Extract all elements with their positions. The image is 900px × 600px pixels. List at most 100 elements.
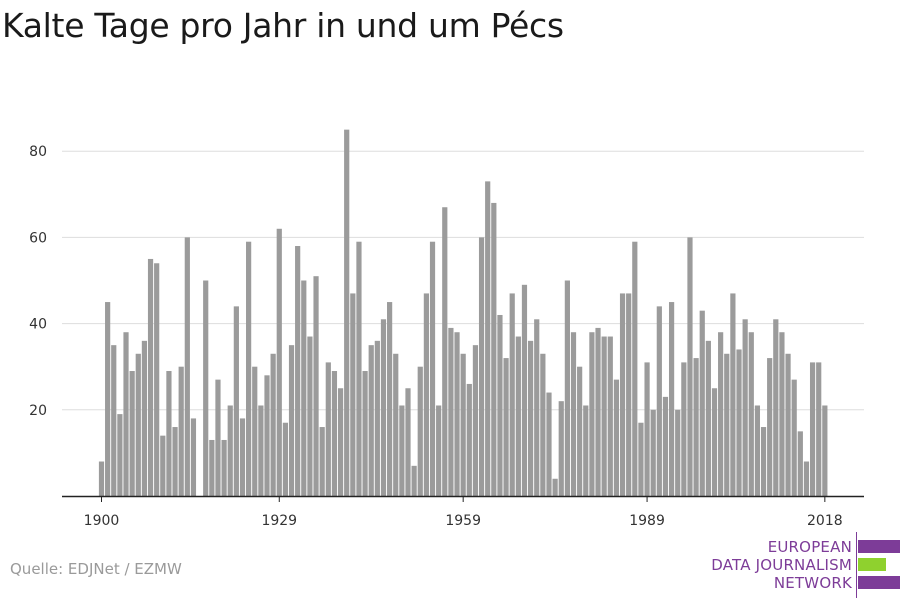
bar-1980 <box>589 332 595 496</box>
bar-1906 <box>135 353 141 496</box>
bar-2013 <box>791 379 797 496</box>
x-tick-label-1929: 1929 <box>261 513 297 529</box>
logo-divider <box>856 532 857 598</box>
bar-1955 <box>436 405 442 496</box>
x-tick-label-1989: 1989 <box>629 513 665 529</box>
bar-2000 <box>711 388 718 496</box>
bar-1949 <box>399 405 405 496</box>
bar-1932 <box>295 246 301 496</box>
bar-1969 <box>521 284 528 496</box>
bar-1990 <box>650 409 656 496</box>
bar-1994 <box>675 409 681 496</box>
bar-1998 <box>699 310 705 496</box>
bar-1961 <box>472 345 479 496</box>
bar-1912 <box>172 427 178 496</box>
logo-text-network: NETWORK <box>773 574 852 592</box>
bar-1966 <box>503 358 509 496</box>
bar-2015 <box>803 461 810 496</box>
bar-1986 <box>626 293 632 496</box>
bar-1948 <box>393 353 399 496</box>
bar-1974 <box>552 478 558 496</box>
bar-1917 <box>203 280 209 496</box>
bar-1926 <box>258 405 264 496</box>
bar-1978 <box>577 366 583 496</box>
x-tick-label-2018: 2018 <box>807 513 843 529</box>
bar-1943 <box>362 371 368 496</box>
bar-1900 <box>98 461 105 496</box>
x-axis: 1900 1929 1959 1989 2018 <box>62 495 864 529</box>
bar-1923 <box>239 418 246 496</box>
bar-1909 <box>154 263 160 496</box>
bar-2008 <box>760 427 767 496</box>
bar-1911 <box>166 371 172 496</box>
bar-1915 <box>190 418 197 496</box>
bar-1971 <box>534 319 540 496</box>
bar-1938 <box>331 371 338 496</box>
bar-1929 <box>276 228 282 496</box>
bar-1913 <box>178 366 184 496</box>
bar-1927 <box>264 375 270 496</box>
bar-1988 <box>638 422 644 496</box>
bar-2006 <box>748 332 754 496</box>
bar-2003 <box>730 293 736 496</box>
y-tick-label-40: 40 <box>29 317 47 333</box>
logo-text-european: EUROPEAN <box>767 538 852 556</box>
bar-1962 <box>478 237 485 496</box>
y-tick-label-20: 20 <box>29 403 47 419</box>
bar-1921 <box>227 405 233 496</box>
bar-1942 <box>356 241 362 496</box>
bar-1981 <box>595 327 601 496</box>
bar-1960 <box>466 383 472 496</box>
bar-1968 <box>515 336 521 496</box>
bar-1903 <box>117 414 123 496</box>
logo-bar-top <box>858 540 900 553</box>
bar-1972 <box>540 353 546 496</box>
bar-1944 <box>368 345 374 496</box>
bar-1940 <box>344 129 350 496</box>
logo-text-data-journalism: DATA JOURNALISM <box>711 556 852 574</box>
logo-bar-bottom <box>858 576 900 589</box>
bar-1922 <box>233 306 239 496</box>
bar-1945 <box>374 340 380 496</box>
bar-1956 <box>442 207 448 497</box>
bar-1995 <box>681 362 687 496</box>
bar-1954 <box>429 241 436 496</box>
bar-1941 <box>350 293 356 496</box>
bar-1920 <box>221 439 227 496</box>
bar-1999 <box>705 340 711 496</box>
bar-2014 <box>797 431 803 496</box>
bar-1984 <box>613 379 620 496</box>
bar-1977 <box>570 332 577 496</box>
bar-1996 <box>687 237 693 496</box>
bar-2011 <box>779 332 785 496</box>
bar-1970 <box>528 340 534 496</box>
bar-1953 <box>423 293 429 496</box>
bar-2002 <box>724 353 730 496</box>
x-tick-label-1959: 1959 <box>445 513 481 529</box>
bar-1964 <box>491 202 497 497</box>
bar-1982 <box>601 336 607 496</box>
bar-1907 <box>141 340 148 496</box>
bar-2012 <box>785 353 791 496</box>
bar-1987 <box>632 241 638 496</box>
bar-1934 <box>307 336 313 496</box>
bar-1957 <box>448 327 454 496</box>
bar-2009 <box>767 358 773 496</box>
bar-1983 <box>607 336 613 496</box>
y-tick-labels: 20 40 60 80 <box>29 144 47 419</box>
bar-1965 <box>497 314 503 496</box>
bar-1985 <box>619 293 626 496</box>
bars <box>98 129 828 497</box>
bar-1950 <box>405 388 411 496</box>
bar-1997 <box>693 358 699 496</box>
bar-1928 <box>270 353 276 496</box>
bar-1905 <box>129 371 135 496</box>
y-tick-label-60: 60 <box>29 230 47 246</box>
bar-2017 <box>816 362 822 496</box>
bar-1937 <box>325 362 331 496</box>
bar-1952 <box>417 366 423 496</box>
bar-1993 <box>668 302 675 496</box>
bar-1967 <box>509 293 515 496</box>
x-tick-label-1900: 1900 <box>84 513 120 529</box>
